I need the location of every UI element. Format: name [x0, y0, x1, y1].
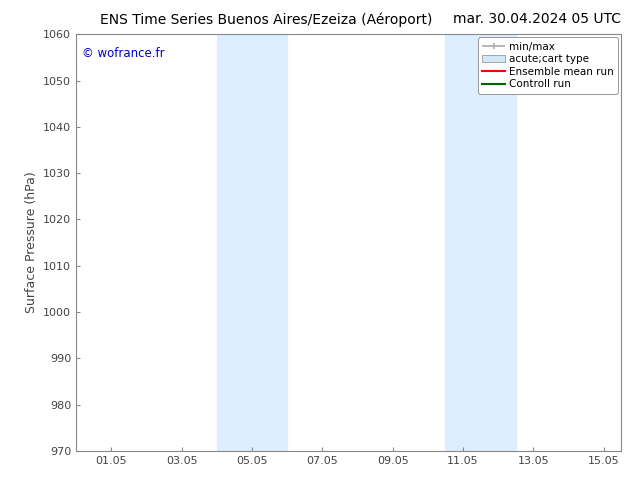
Bar [217, 34, 287, 451]
Text: ENS Time Series Buenos Aires/Ezeiza (Aéroport): ENS Time Series Buenos Aires/Ezeiza (Aér… [100, 12, 432, 27]
Text: © wofrance.fr: © wofrance.fr [82, 47, 164, 60]
Legend: min/max, acute;cart type, Ensemble mean run, Controll run: min/max, acute;cart type, Ensemble mean … [478, 37, 618, 94]
Text: mar. 30.04.2024 05 UTC: mar. 30.04.2024 05 UTC [453, 12, 621, 26]
Y-axis label: Surface Pressure (hPa): Surface Pressure (hPa) [25, 172, 37, 314]
Bar [446, 34, 516, 451]
